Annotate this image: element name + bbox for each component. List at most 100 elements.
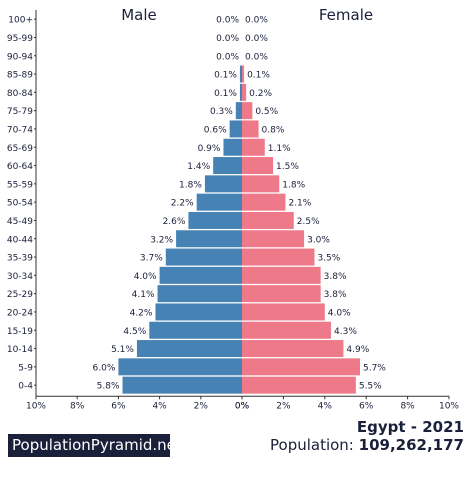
age-group-label: 30-34 (7, 272, 33, 282)
male-value-label: 4.2% (130, 308, 153, 318)
female-value-label: 3.5% (317, 254, 340, 264)
male-value-label: 4.1% (132, 290, 155, 300)
male-value-label: 0.0% (216, 52, 239, 62)
male-bar (157, 285, 242, 303)
male-bar (136, 340, 242, 358)
female-bar (242, 248, 315, 266)
male-bar (188, 211, 242, 229)
male-x-tick-label: 8% (70, 401, 85, 411)
female-bar (242, 376, 356, 394)
female-bar (242, 65, 245, 83)
male-bar (239, 65, 242, 83)
country-year: Egypt - 2021 (356, 418, 464, 436)
age-group-label: 80-84 (7, 89, 33, 99)
age-group-label: 90-94 (7, 52, 33, 62)
brand-logo[interactable]: PopulationPyramid.net (8, 434, 182, 457)
male-value-label: 1.4% (187, 162, 210, 172)
male-x-tick-label: 6% (111, 401, 126, 411)
female-value-label: 0.0% (245, 52, 268, 62)
female-value-label: 0.1% (247, 71, 270, 81)
age-group-label: 0-4 (18, 382, 33, 392)
male-value-label: 0.9% (198, 144, 221, 154)
female-value-label: 0.0% (245, 34, 268, 44)
male-bar (176, 230, 242, 248)
female-value-label: 0.8% (262, 125, 285, 135)
female-value-label: 4.0% (328, 308, 351, 318)
population-value: 109,262,177 (358, 436, 464, 454)
female-value-label: 4.3% (334, 327, 357, 337)
age-group-label: 60-64 (7, 162, 33, 172)
male-title: Male (121, 6, 157, 24)
female-value-label: 5.5% (359, 382, 382, 392)
male-value-label: 0.3% (210, 107, 233, 117)
male-value-label: 0.0% (216, 16, 239, 26)
population-label: Population: (270, 436, 354, 454)
female-value-label: 5.7% (363, 363, 386, 373)
male-bar (196, 193, 242, 211)
male-value-label: 2.6% (163, 217, 186, 227)
female-value-label: 3.8% (324, 290, 347, 300)
female-bar (242, 340, 344, 358)
female-value-label: 2.1% (288, 199, 311, 209)
female-bar (242, 266, 321, 284)
female-bar (242, 303, 325, 321)
female-bar (242, 358, 360, 376)
male-value-label: 2.2% (171, 199, 194, 209)
female-bar (242, 193, 286, 211)
male-bar (223, 138, 242, 156)
age-group-label: 25-29 (7, 290, 33, 300)
female-value-label: 3.0% (307, 235, 330, 245)
age-group-label: 35-39 (7, 254, 33, 264)
age-group-label: 15-19 (7, 327, 33, 337)
female-bar (242, 102, 253, 120)
male-bar (204, 175, 242, 193)
male-value-label: 4.0% (134, 272, 157, 282)
male-bar (159, 266, 242, 284)
female-bar (242, 138, 265, 156)
female-x-tick-label: 8% (400, 401, 415, 411)
age-group-label: 70-74 (7, 125, 33, 135)
age-group-label: 50-54 (7, 199, 33, 209)
male-bar (165, 248, 242, 266)
female-x-tick-label: 2% (276, 401, 291, 411)
age-group-label: 55-59 (7, 180, 33, 190)
male-bar (213, 157, 242, 175)
female-value-label: 0.5% (255, 107, 278, 117)
female-bar (242, 285, 321, 303)
male-value-label: 3.2% (150, 235, 173, 245)
male-bar (122, 376, 242, 394)
male-bar (118, 358, 242, 376)
female-x-tick-label: 4% (318, 401, 333, 411)
female-x-tick-label: 10% (439, 401, 459, 411)
male-value-label: 0.0% (216, 34, 239, 44)
female-bar (242, 321, 332, 339)
female-x-tick-label: 6% (359, 401, 374, 411)
male-value-label: 0.6% (204, 125, 227, 135)
male-bar (235, 102, 242, 120)
female-value-label: 3.8% (324, 272, 347, 282)
age-group-label: 5-9 (18, 363, 33, 373)
male-value-label: 1.8% (179, 180, 202, 190)
female-bar (242, 83, 247, 101)
male-bar (149, 321, 242, 339)
male-value-label: 5.8% (97, 382, 120, 392)
male-x-tick-label: 4% (152, 401, 167, 411)
female-value-label: 1.5% (276, 162, 299, 172)
population-pyramid-chart: Male Female 100+ 0.0% 0.0% 95-99 0.0% 0.0% 90-94… (7, 6, 460, 411)
female-bar (242, 230, 305, 248)
female-bar (242, 211, 294, 229)
male-value-label: 3.7% (140, 254, 163, 264)
age-group-label: 75-79 (7, 107, 33, 117)
age-group-label: 100+ (8, 16, 33, 26)
female-bar (242, 120, 259, 138)
male-value-label: 4.5% (123, 327, 146, 337)
female-value-label: 0.0% (245, 16, 268, 26)
age-group-label: 45-49 (7, 217, 33, 227)
female-bar (242, 175, 280, 193)
male-x-tick-label: 10% (26, 401, 46, 411)
male-bar (155, 303, 242, 321)
male-x-tick-label: 0% (235, 401, 250, 411)
male-value-label: 5.1% (111, 345, 134, 355)
female-value-label: 2.5% (297, 217, 320, 227)
age-group-label: 95-99 (7, 34, 33, 44)
